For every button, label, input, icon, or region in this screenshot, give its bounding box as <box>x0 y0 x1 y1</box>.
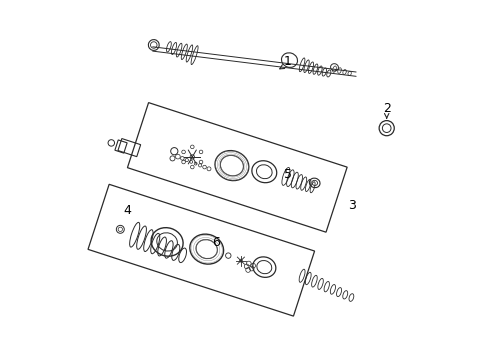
Text: 5: 5 <box>283 168 291 181</box>
Text: 4: 4 <box>123 204 131 217</box>
Text: 3: 3 <box>348 199 356 212</box>
Text: 1: 1 <box>283 55 291 68</box>
Text: 2: 2 <box>382 102 390 114</box>
Text: 6: 6 <box>211 237 219 249</box>
